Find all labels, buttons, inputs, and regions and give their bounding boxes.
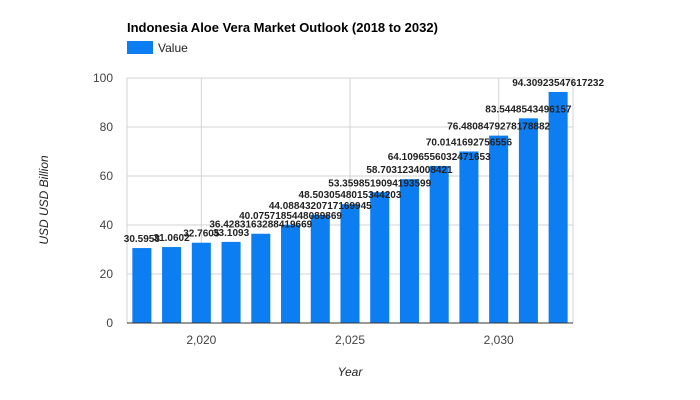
- bar-2024: [310, 214, 330, 323]
- x-axis-title: Year: [338, 365, 364, 379]
- data-label-2019: 31.0602: [154, 233, 191, 244]
- bar-2018: [132, 248, 152, 323]
- data-labels: 30.595831.060232.760533.109336.428316328…: [124, 78, 605, 245]
- y-tick-label: 40: [100, 218, 114, 232]
- x-tick-label: 2,025: [335, 333, 365, 347]
- data-label-2025: 48.5030548015344203: [299, 190, 402, 201]
- bar-2023: [281, 224, 301, 323]
- data-label-2018: 30.5958: [124, 234, 161, 245]
- y-tick-label: 20: [100, 267, 114, 281]
- x-tick-label: 2,020: [186, 333, 216, 347]
- y-tick-label: 0: [106, 316, 113, 330]
- bars: [132, 91, 568, 324]
- bar-2031: [518, 118, 538, 324]
- bar-2030: [489, 135, 509, 323]
- data-label-2028: 64.1096556032471653: [388, 152, 491, 163]
- chart-title: Indonesia Aloe Vera Market Outlook (2018…: [127, 20, 438, 35]
- legend: Value: [127, 41, 188, 55]
- y-tick-label: 80: [100, 120, 114, 134]
- data-label-2027: 58.7031234008421: [366, 165, 453, 176]
- axes: 0 20 40 60 80 100 2,020 2,025 2,030: [93, 71, 573, 347]
- bar-2028: [429, 165, 449, 323]
- data-label-2021: 33.1093: [213, 228, 250, 239]
- y-tick-label: 60: [100, 169, 114, 183]
- bar-2020: [191, 242, 211, 323]
- data-label-2020: 32.7605: [183, 229, 220, 240]
- data-label-2031: 83.5448543496157: [485, 104, 572, 115]
- data-label-2023: 40.0757185448089869: [239, 211, 342, 222]
- legend-swatch-value: [127, 41, 153, 54]
- data-label-2032: 94.30923547617232: [512, 78, 604, 89]
- legend-label-value: Value: [158, 41, 188, 55]
- data-label-2024: 44.0884320717169945: [269, 201, 372, 212]
- bar-2022: [251, 233, 271, 323]
- bar-2021: [221, 241, 241, 323]
- data-label-2029: 70.0141692756556: [426, 137, 513, 148]
- bar-2026: [370, 192, 390, 323]
- bar-2032: [548, 91, 568, 324]
- bar-2027: [399, 179, 419, 323]
- data-label-2022: 36.4283163288419669: [209, 220, 312, 231]
- y-tick-label: 100: [93, 71, 113, 85]
- data-label-2026: 53.3598519094193599: [328, 178, 431, 189]
- bar-2029: [459, 151, 479, 323]
- data-label-2030: 76.4808479278178882: [447, 122, 550, 133]
- y-axis-title: USD USD Billion: [37, 155, 51, 245]
- bar-2025: [340, 204, 360, 323]
- bar-2019: [162, 247, 182, 323]
- x-tick-label: 2,030: [484, 333, 514, 347]
